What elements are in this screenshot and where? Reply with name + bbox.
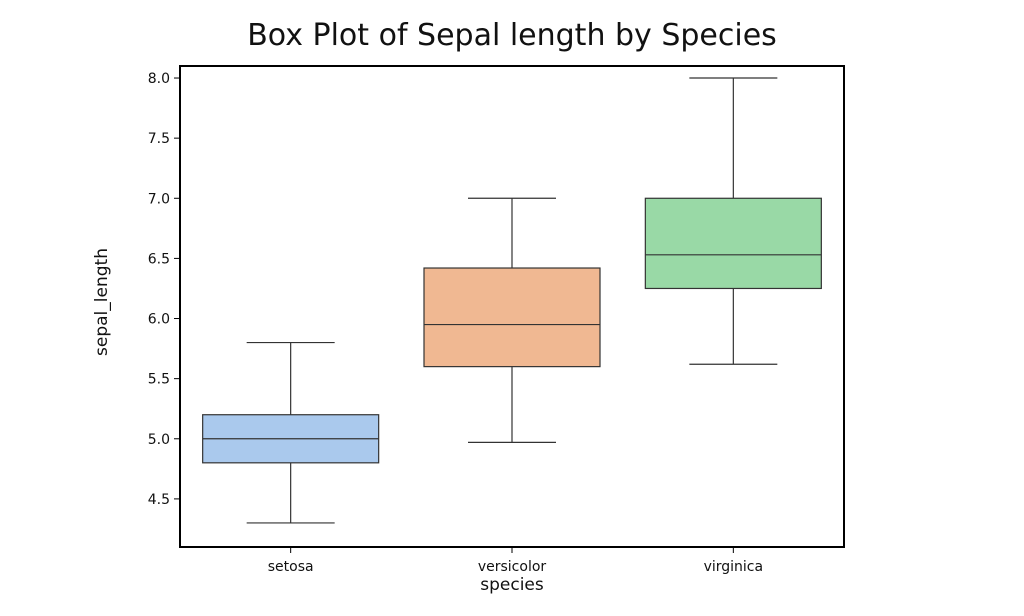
plot-area: 4.5 5.0 5.5 6.0 6.5 7.0 7.5 8.0 setosa versicolor… [148,65,845,575]
x-axis-label: species [480,575,544,595]
y-tick-label: 5.5 [148,372,170,388]
y-tick-label: 7.5 [148,131,170,147]
x-tick-label: setosa [268,559,314,575]
box-versicolor [423,267,601,368]
chart-title: Box Plot of Sepal length by Species [247,18,777,53]
y-tick-label: 5.0 [148,432,170,448]
x-tick-label: virginica [704,559,764,575]
y-tick-label: 6.5 [148,251,170,267]
x-tick-label: versicolor [478,559,547,575]
box-virginica [644,197,822,290]
y-tick-label: 7.0 [148,191,170,207]
y-axis-label: sepal_length [92,248,112,356]
y-tick-label: 8.0 [148,71,170,87]
y-tick-label: 6.0 [148,312,170,328]
y-tick-label: 4.5 [148,492,170,508]
